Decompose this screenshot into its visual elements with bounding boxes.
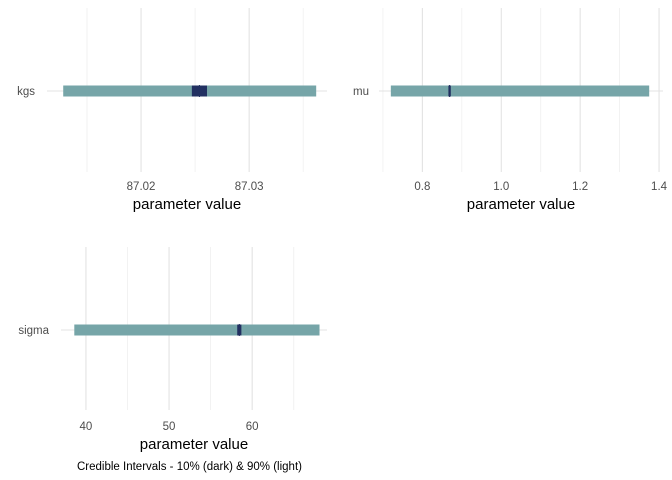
x-tick-label: 87.02 bbox=[127, 181, 156, 193]
panel-mu: mu 0.8 1.0 1.2 1.4 parameter value bbox=[353, 8, 668, 213]
parameter-label: mu bbox=[353, 86, 369, 98]
x-tick-label: 0.8 bbox=[414, 181, 430, 193]
figure-caption: Credible Intervals - 10% (dark) & 90% (l… bbox=[77, 461, 302, 473]
interval-90-bar bbox=[63, 85, 317, 97]
x-axis-title: parameter value bbox=[140, 436, 248, 453]
x-axis-title: parameter value bbox=[133, 196, 241, 213]
interval-90-bar bbox=[74, 324, 320, 336]
x-tick-label: 50 bbox=[163, 421, 176, 433]
x-tick-label: 60 bbox=[246, 421, 259, 433]
parameter-label: kgs bbox=[17, 86, 35, 98]
panel-kgs: kgs 87.02 87.03 parameter value bbox=[17, 8, 327, 213]
x-tick-label: 1.4 bbox=[651, 181, 668, 193]
x-tick-label: 40 bbox=[80, 421, 93, 433]
panel-sigma: sigma 40 50 60 parameter value bbox=[18, 247, 327, 453]
interval-90-bar bbox=[390, 85, 650, 97]
x-tick-label: 1.2 bbox=[572, 181, 588, 193]
x-axis-title: parameter value bbox=[467, 196, 575, 213]
parameter-label: sigma bbox=[18, 325, 49, 337]
x-tick-label: 1.0 bbox=[493, 181, 509, 193]
x-tick-label: 87.03 bbox=[235, 181, 264, 193]
